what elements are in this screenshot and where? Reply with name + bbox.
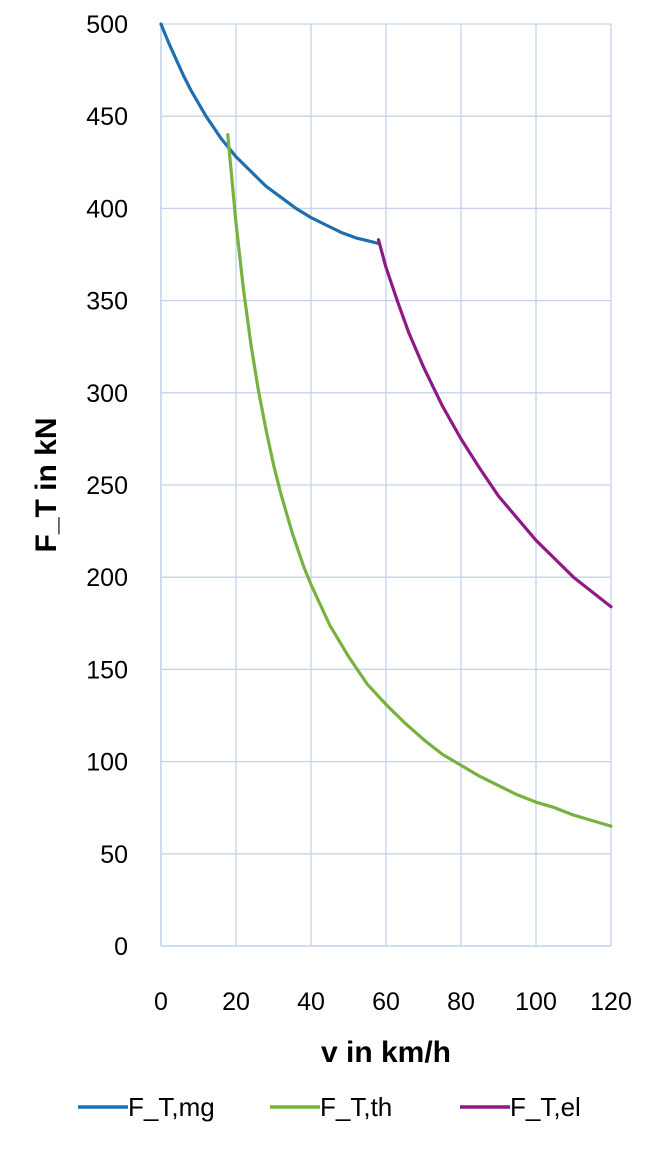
series-line-2 xyxy=(226,133,613,828)
y-tick-label: 500 xyxy=(86,11,128,39)
tick-labels: 0 50 100 150 200 250 300 350 400 450 500 0 20 40 60 80 1… xyxy=(86,11,632,1016)
y-tick-label: 300 xyxy=(86,380,128,408)
x-tick-label: 60 xyxy=(372,988,400,1016)
x-tick-label: 80 xyxy=(447,988,475,1016)
x-tick-label: 100 xyxy=(515,988,557,1016)
x-tick-label: 0 xyxy=(154,988,168,1016)
y-tick-label: 350 xyxy=(86,288,128,316)
y-tick-label: 50 xyxy=(100,841,128,869)
legend-label-3: F_T,el xyxy=(510,1092,581,1122)
y-tick-label: 150 xyxy=(86,656,128,684)
grid xyxy=(161,23,612,946)
y-tick-label: 200 xyxy=(86,564,128,592)
legend-label-2: F_T,th xyxy=(320,1092,392,1122)
axes xyxy=(160,24,611,947)
data-series xyxy=(159,22,613,828)
x-axis-title: v in km/h xyxy=(321,1036,451,1069)
x-tick-label: 40 xyxy=(297,988,325,1016)
y-tick-label: 250 xyxy=(86,472,128,500)
x-tick-label: 120 xyxy=(590,988,632,1016)
y-tick-label: 400 xyxy=(86,195,128,223)
y-axis-title: F_T in kN xyxy=(30,417,63,552)
y-tick-label: 0 xyxy=(114,933,128,961)
legend-label-1: F_T,mg xyxy=(128,1092,215,1122)
y-tick-label: 100 xyxy=(86,749,128,777)
x-tick-label: 20 xyxy=(222,988,250,1016)
series-line-3 xyxy=(376,238,613,609)
legend: F_T,mg F_T,th F_T,el xyxy=(78,1092,581,1122)
y-tick-label: 450 xyxy=(86,103,128,131)
series-line-1 xyxy=(159,22,381,246)
